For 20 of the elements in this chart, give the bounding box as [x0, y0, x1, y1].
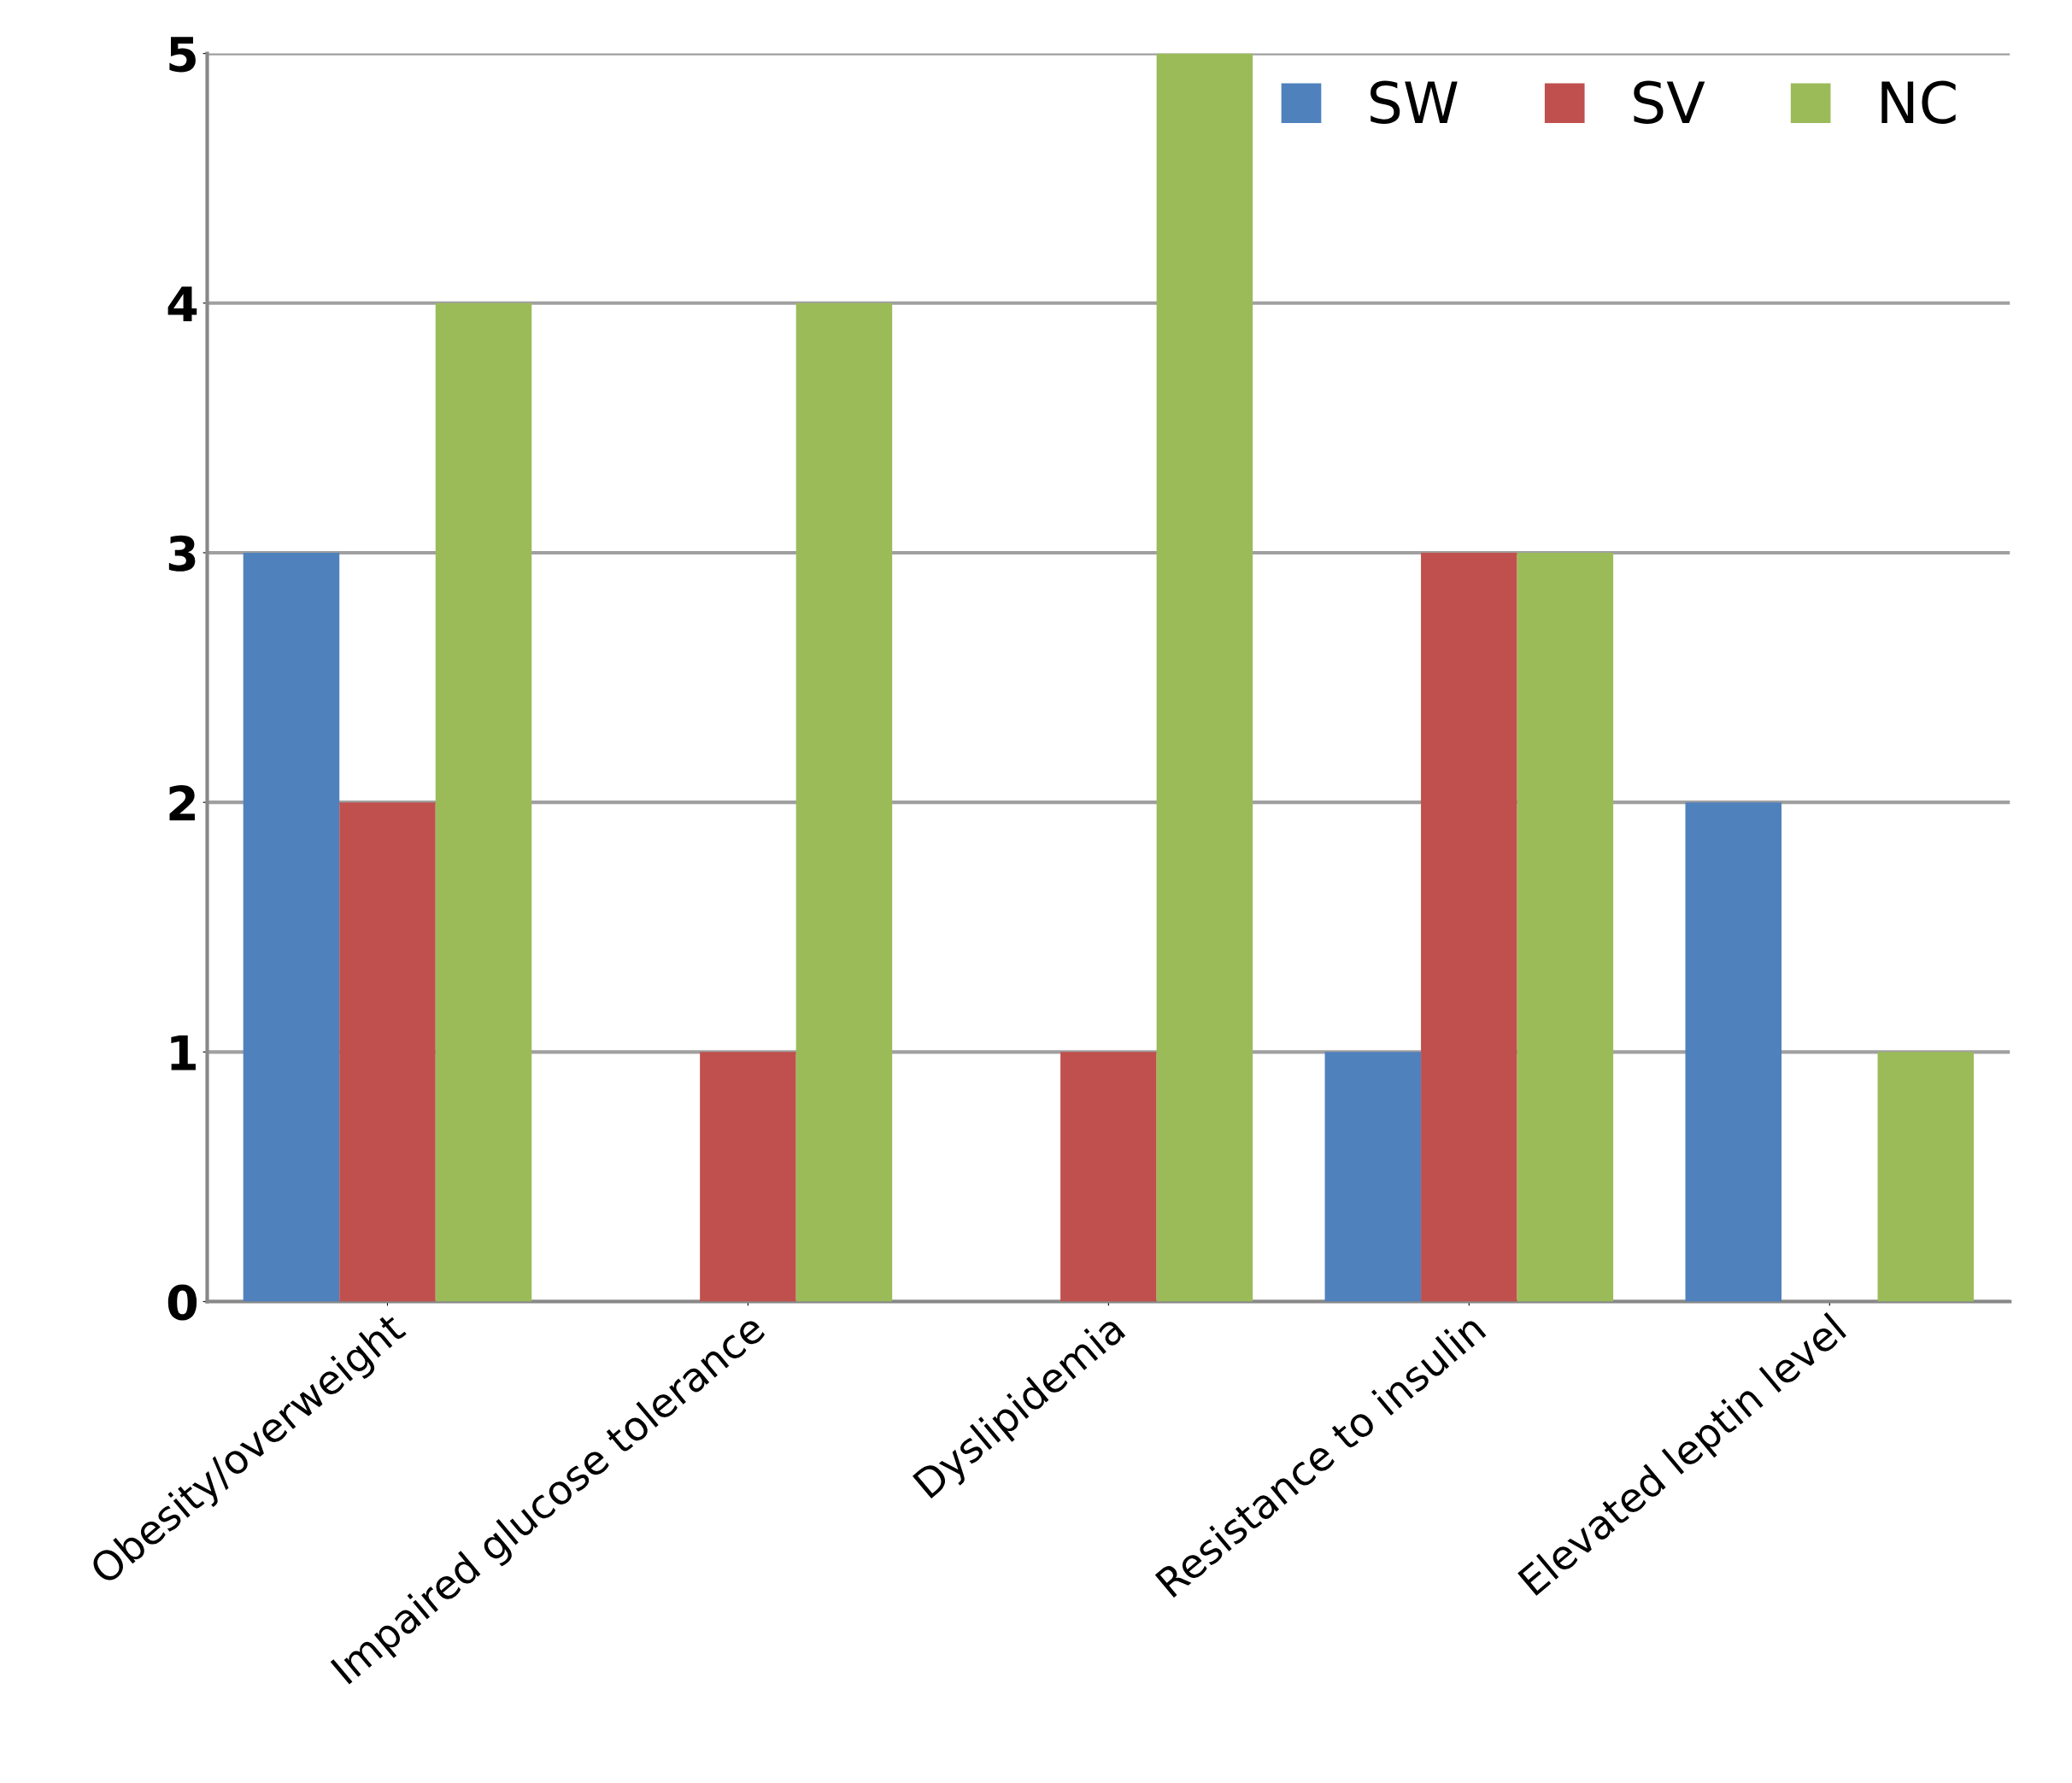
bar	[1060, 1052, 1157, 1302]
legend-label: NC	[1881, 80, 1956, 124]
legend-label: SV	[1634, 80, 1705, 124]
bar	[1517, 552, 1614, 1302]
bar	[243, 552, 340, 1302]
bar	[700, 1052, 796, 1302]
y-tick-label: 1	[171, 1035, 196, 1070]
y-tick-label: 2	[169, 785, 195, 821]
bar	[795, 302, 893, 1302]
bar	[1877, 1052, 1975, 1302]
y-tick-label: 4	[167, 286, 197, 321]
y-tick-label: 5	[169, 37, 196, 73]
legend-label: SW	[1371, 80, 1458, 124]
bar	[1421, 552, 1517, 1302]
bar	[1324, 1052, 1422, 1302]
bar	[1156, 53, 1253, 1302]
bar	[1685, 802, 1782, 1302]
bar	[435, 302, 532, 1302]
y-tick-label: 3	[168, 535, 196, 572]
bar	[339, 802, 436, 1302]
